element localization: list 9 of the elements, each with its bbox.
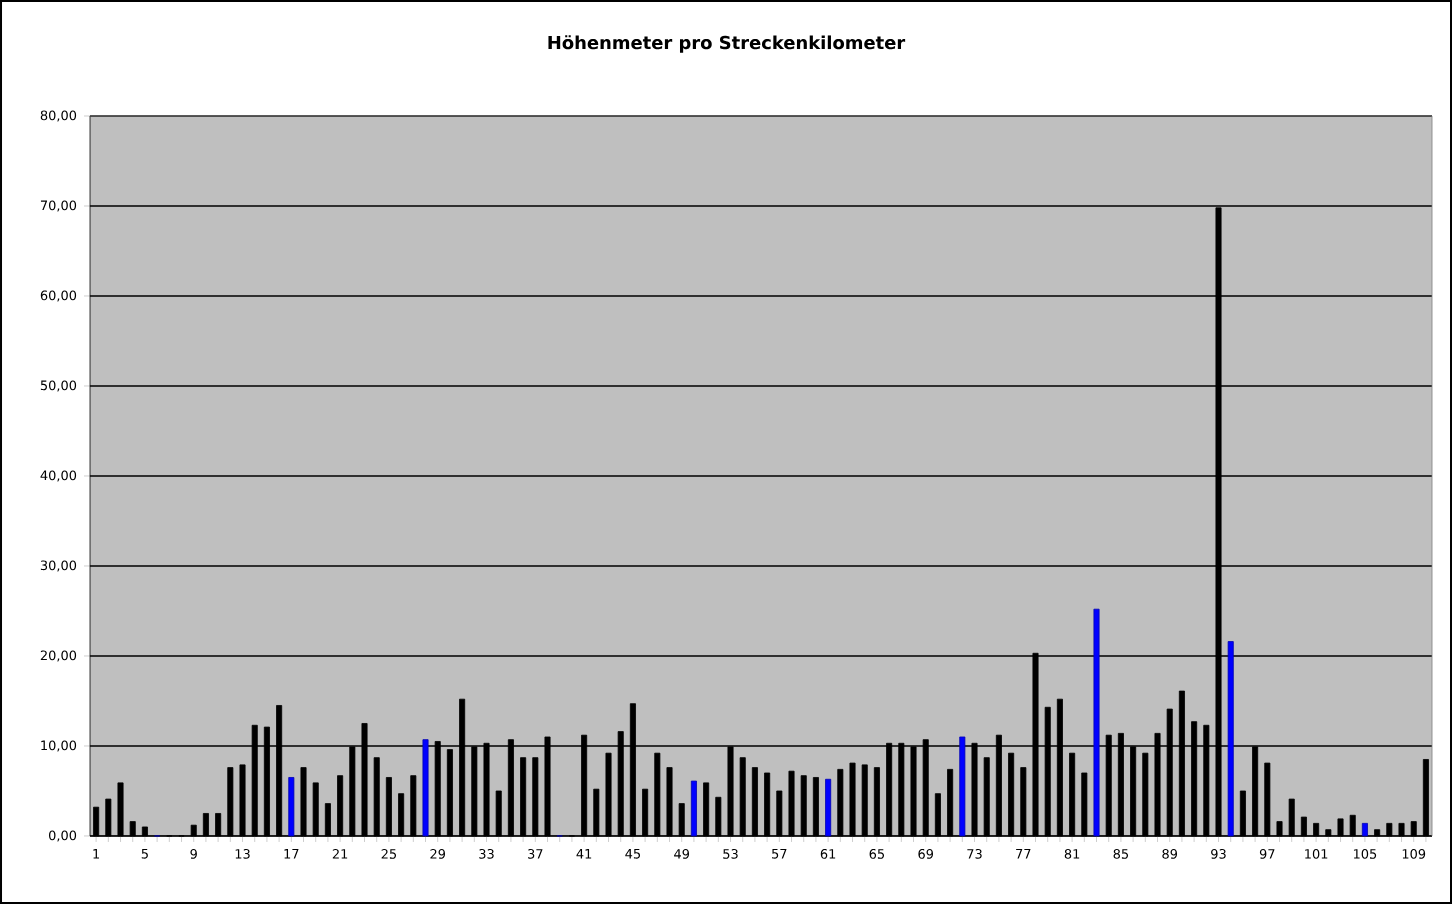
bar [1361, 822, 1368, 837]
bar [422, 739, 429, 837]
bar [959, 736, 966, 837]
bar [1093, 608, 1100, 837]
chart-title: Höhenmeter pro Streckenkilometer [548, 35, 906, 53]
bar [690, 780, 697, 837]
bar [825, 778, 832, 837]
bar [288, 777, 295, 837]
bar [1227, 641, 1234, 837]
